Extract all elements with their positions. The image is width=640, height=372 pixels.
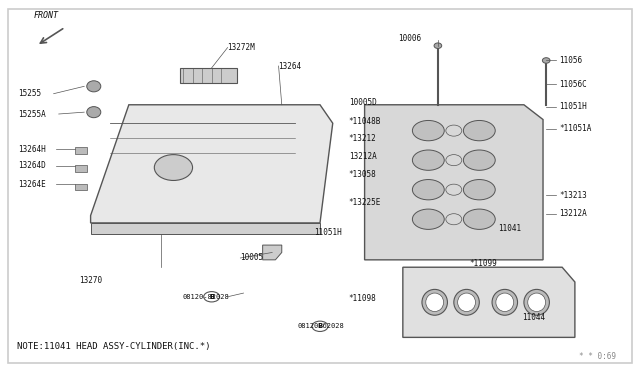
Ellipse shape (454, 289, 479, 315)
Text: 08120-82028: 08120-82028 (183, 294, 230, 300)
Ellipse shape (412, 121, 444, 141)
Ellipse shape (87, 107, 100, 118)
Ellipse shape (463, 150, 495, 170)
Ellipse shape (463, 180, 495, 200)
Ellipse shape (426, 293, 444, 311)
Polygon shape (262, 245, 282, 260)
Text: NOTE:11041 HEAD ASSY-CYLINDER(INC.*): NOTE:11041 HEAD ASSY-CYLINDER(INC.*) (17, 342, 211, 351)
Bar (75, 165, 88, 172)
Ellipse shape (422, 289, 447, 315)
Text: 11056: 11056 (559, 56, 582, 65)
Text: 13264E: 13264E (19, 180, 46, 189)
Polygon shape (403, 267, 575, 337)
Text: *13058: *13058 (349, 170, 376, 179)
Text: * * 0:69: * * 0:69 (579, 352, 616, 361)
Text: 13212A: 13212A (559, 209, 587, 218)
Text: 11041: 11041 (499, 224, 522, 233)
Text: B: B (209, 294, 214, 300)
Text: 11044: 11044 (522, 313, 545, 323)
Text: *11099: *11099 (470, 259, 497, 268)
Ellipse shape (154, 155, 193, 180)
Ellipse shape (496, 293, 514, 311)
Text: *11048B: *11048B (349, 117, 381, 126)
Ellipse shape (412, 150, 444, 170)
Text: *13213: *13213 (559, 191, 587, 200)
Text: 08120-62028: 08120-62028 (298, 323, 344, 329)
Text: 10006: 10006 (397, 34, 420, 43)
Text: 13212A: 13212A (349, 152, 376, 161)
Text: 10005: 10005 (241, 253, 264, 263)
Text: 13264H: 13264H (19, 145, 46, 154)
Text: *11098: *11098 (349, 294, 376, 303)
Ellipse shape (87, 81, 100, 92)
Polygon shape (91, 105, 333, 223)
Text: *11051A: *11051A (559, 124, 591, 133)
Polygon shape (365, 105, 543, 260)
Ellipse shape (458, 293, 476, 311)
Text: 11051H: 11051H (559, 102, 587, 111)
Text: 13264: 13264 (278, 61, 301, 71)
Ellipse shape (434, 43, 442, 48)
Text: FRONT: FRONT (33, 11, 58, 20)
Text: *13212: *13212 (349, 134, 376, 142)
Ellipse shape (463, 209, 495, 230)
Text: 13264D: 13264D (19, 161, 46, 170)
Text: 11051H: 11051H (314, 228, 341, 237)
Text: 11056C: 11056C (559, 80, 587, 89)
Ellipse shape (412, 209, 444, 230)
Ellipse shape (492, 289, 518, 315)
Ellipse shape (312, 321, 328, 331)
Ellipse shape (204, 292, 220, 302)
Text: 10005D: 10005D (349, 99, 376, 108)
Ellipse shape (528, 293, 545, 311)
Bar (180, 68, 237, 83)
Text: 13272M: 13272M (228, 43, 255, 52)
Text: 15255: 15255 (19, 89, 42, 98)
Text: B: B (317, 323, 323, 329)
Ellipse shape (412, 180, 444, 200)
Ellipse shape (542, 58, 550, 63)
Ellipse shape (463, 121, 495, 141)
Polygon shape (91, 223, 320, 234)
Text: 15255A: 15255A (19, 109, 46, 119)
Text: 13270: 13270 (79, 276, 102, 285)
Bar (75, 147, 88, 154)
Text: *13225E: *13225E (349, 198, 381, 207)
Bar (75, 184, 88, 190)
Ellipse shape (524, 289, 549, 315)
